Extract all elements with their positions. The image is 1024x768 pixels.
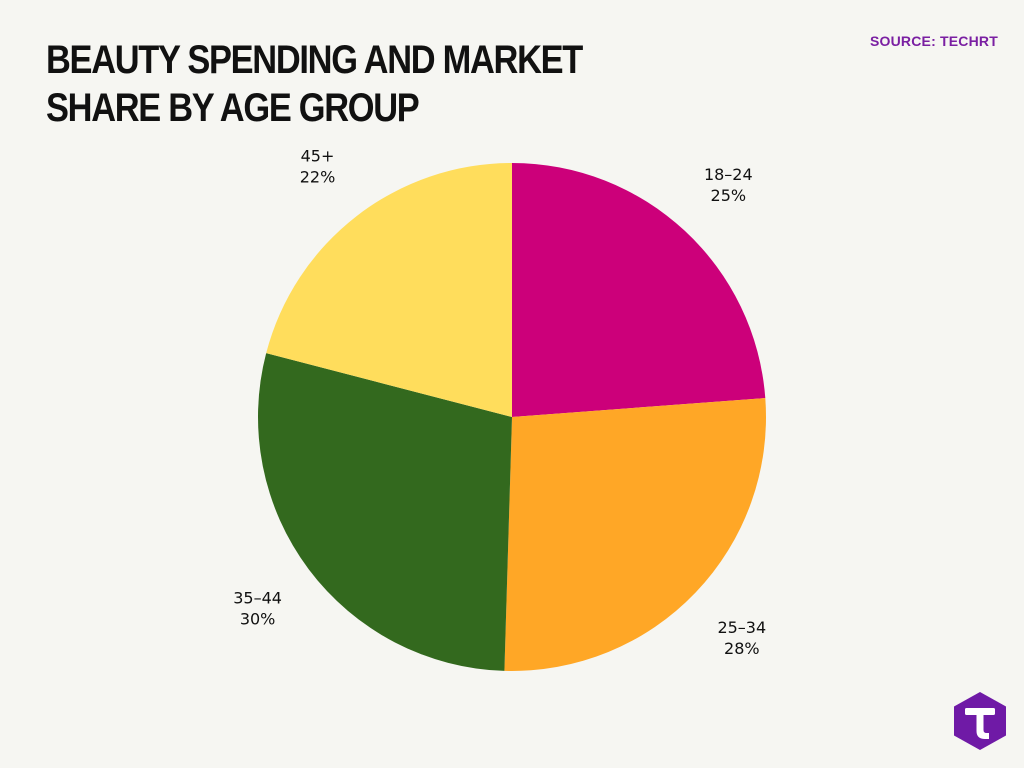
pie-label-value: 28% — [724, 639, 760, 658]
pie-label-value: 25% — [711, 186, 747, 205]
pie-label: 25–34 28% — [717, 618, 766, 658]
pie-label-category: 18–24 — [704, 165, 753, 184]
pie-label-value: 30% — [240, 610, 276, 629]
pie-label: 18–24 25% — [704, 165, 753, 205]
pie-slice-18-24 — [512, 163, 766, 417]
pie-labels: 18–24 25%25–34 28%35–44 30%45+ 22% — [233, 146, 766, 657]
pie-slice-35-44 — [257, 353, 512, 671]
pie-label-category: 25–34 — [717, 618, 766, 637]
pie-slice-25-34 — [504, 398, 767, 672]
pie-slice-45plus — [266, 163, 512, 417]
pie-label-category: 45+ — [301, 146, 335, 165]
pie-label: 45+ 22% — [300, 146, 336, 186]
pie-slices — [257, 163, 767, 672]
pie-label-value: 22% — [300, 167, 336, 186]
source-label: SOURCE: TECHRT — [869, 33, 998, 49]
page-title: BEAUTY SPENDING AND MARKET SHARE BY AGE … — [46, 38, 583, 130]
techrt-logo-icon — [954, 692, 1006, 750]
pie-label-category: 35–44 — [233, 589, 282, 608]
pie-label: 35–44 30% — [233, 589, 282, 629]
